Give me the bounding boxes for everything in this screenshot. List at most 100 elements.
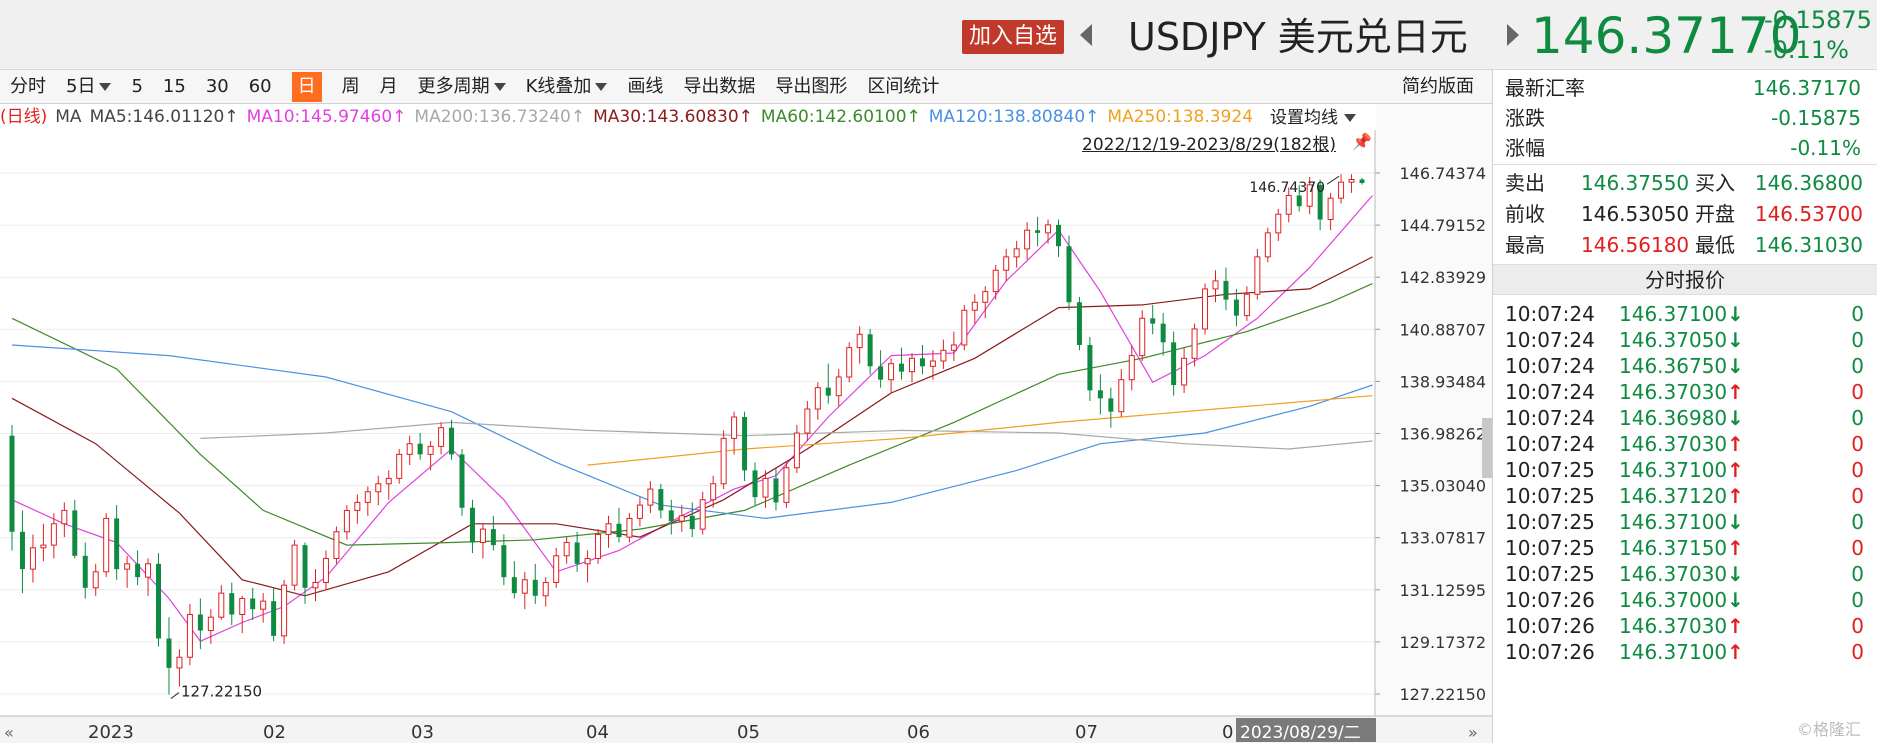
candle-body xyxy=(636,504,643,519)
export-chart-button[interactable]: 导出图形 xyxy=(775,75,848,97)
pin-icon[interactable]: 📌 xyxy=(1352,132,1372,151)
candle-body xyxy=(207,616,214,632)
tick-price: 146.37050 xyxy=(1619,328,1728,352)
arrow-down-icon: ↓ xyxy=(1727,302,1744,326)
candle-body xyxy=(479,528,486,543)
tick-volume: 0 xyxy=(1851,406,1864,430)
tick-price: 146.37030 xyxy=(1619,614,1728,638)
tick-time: 10:07:26 xyxy=(1505,588,1595,612)
arrow-up-icon: ↑ xyxy=(1727,458,1744,482)
tick-list[interactable]: 10:07:24 146.37100 ↓ 0 10:07:24 146.37050 ↓ 0 10… xyxy=(1493,295,1877,713)
tab-daily[interactable]: 日 xyxy=(291,71,322,102)
candle-body xyxy=(250,598,256,610)
candle-body xyxy=(731,416,738,439)
draw-line-button[interactable]: 画线 xyxy=(627,75,664,97)
more-periods-dropdown[interactable]: 更多周期 xyxy=(418,70,506,104)
candle-body xyxy=(742,417,748,471)
y-tick-label: 136.98262 xyxy=(1399,425,1486,444)
candle-body xyxy=(281,584,288,637)
quote-label: 开盘 xyxy=(1695,202,1735,226)
arrow-up-icon: ↑ xyxy=(1727,640,1744,664)
candle-body xyxy=(668,510,674,522)
tick-volume: 0 xyxy=(1851,640,1864,664)
candle-body xyxy=(1024,229,1031,250)
symbol-title: USDJPY 美元兑日元 xyxy=(1128,15,1468,59)
arrow-up-icon: ↑ xyxy=(1727,484,1744,508)
candle-body xyxy=(40,544,47,549)
candle-body xyxy=(1045,224,1052,234)
candle-body xyxy=(814,387,821,410)
ma-line-ma120 xyxy=(11,344,1373,520)
tab-30min[interactable]: 30 xyxy=(205,75,229,97)
tab-15min[interactable]: 15 xyxy=(162,75,186,97)
set-ma-dropdown[interactable]: 设置均线 xyxy=(1270,106,1356,130)
ma-legend-ma5: MA5:146.01120↑ xyxy=(89,107,239,127)
low-label: 127.22150 xyxy=(181,683,262,701)
arrow-up-icon: ↑ xyxy=(1727,536,1744,560)
candle-body xyxy=(438,427,445,447)
tab-5min[interactable]: 5 xyxy=(131,75,143,97)
tab-monthly[interactable]: 月 xyxy=(379,75,398,97)
tick-volume: 0 xyxy=(1851,484,1864,508)
tick-volume: 0 xyxy=(1851,614,1864,638)
candle-body xyxy=(689,515,695,530)
candle-body xyxy=(29,547,36,570)
next-symbol-icon[interactable] xyxy=(1507,24,1519,46)
previous-symbol-icon[interactable] xyxy=(1080,24,1092,46)
tick-price: 146.36980 xyxy=(1619,406,1728,430)
candle-body xyxy=(1202,288,1209,330)
tick-time: 10:07:24 xyxy=(1505,432,1595,456)
add-to-watchlist-button[interactable]: 加入自选 xyxy=(962,20,1064,54)
simple-layout-button[interactable]: 简约版面 xyxy=(1402,76,1474,97)
tab-60min[interactable]: 60 xyxy=(248,75,272,97)
tab-intraday[interactable]: 分时 xyxy=(10,75,46,97)
candle-body xyxy=(1066,246,1072,303)
candle-body xyxy=(364,491,371,503)
tick-price: 146.37030 xyxy=(1619,432,1728,456)
kline-chart[interactable]: 146.74374 144.79152 142.83929 140.88707 138.… xyxy=(0,104,1492,743)
kline-chart-svg[interactable]: 146.74374 144.79152 142.83929 140.88707 138.… xyxy=(0,104,1492,743)
export-data-button[interactable]: 导出数据 xyxy=(683,75,756,97)
summary-value: 146.37170 xyxy=(1752,76,1861,100)
candle-body xyxy=(1191,328,1198,359)
tick-price: 146.37120 xyxy=(1619,484,1728,508)
more-periods-label: 更多周期 xyxy=(417,75,490,97)
candle-body xyxy=(1327,197,1334,221)
candle-body xyxy=(553,555,560,583)
date-range-label[interactable]: 2022/12/19-2023/8/29(182根) xyxy=(1082,135,1336,155)
candle-body xyxy=(124,563,131,570)
range-stats-button[interactable]: 区间统计 xyxy=(867,75,940,97)
tick-price: 146.37030 xyxy=(1619,562,1728,586)
scroll-right-icon[interactable]: » xyxy=(1468,723,1478,742)
scroll-left-icon[interactable]: « xyxy=(4,723,14,742)
tick-price: 146.36750 xyxy=(1619,354,1728,378)
candle-body xyxy=(762,477,769,498)
candle-body xyxy=(1035,230,1041,233)
tick-row: 10:07:26 146.37030 ↑ 0 xyxy=(1493,611,1877,642)
candle-body xyxy=(229,593,235,615)
panel-collapse-handle[interactable] xyxy=(1482,418,1492,478)
kline-overlay-dropdown[interactable]: K线叠加 xyxy=(526,70,608,104)
tick-time: 10:07:25 xyxy=(1505,510,1595,534)
candle-body xyxy=(793,432,800,469)
tab-weekly[interactable]: 周 xyxy=(341,75,360,97)
candle-body xyxy=(1212,280,1219,290)
tick-time: 10:07:25 xyxy=(1505,458,1595,482)
tick-time: 10:07:26 xyxy=(1505,640,1595,664)
quote-value: 146.31030 xyxy=(1754,233,1863,257)
tick-time: 10:07:24 xyxy=(1505,302,1595,326)
tick-time: 10:07:24 xyxy=(1505,406,1595,430)
watermark-logo: ©格隆汇 xyxy=(1797,720,1862,739)
tick-row: 10:07:26 146.37000 ↓ 0 xyxy=(1493,585,1877,616)
candle-body xyxy=(239,597,246,616)
cursor-date-label: 2023/08/29/二 xyxy=(1240,723,1361,743)
candle-body xyxy=(501,545,507,578)
candle-body xyxy=(1076,302,1082,345)
arrow-down-icon: ↓ xyxy=(1727,510,1744,534)
tab-5day[interactable]: 5日 xyxy=(66,70,112,104)
tick-volume: 0 xyxy=(1851,536,1864,560)
candle-body xyxy=(752,470,758,498)
candle-body xyxy=(1150,318,1156,324)
y-tick-label: 144.79152 xyxy=(1399,216,1486,235)
candle-body xyxy=(186,614,193,658)
